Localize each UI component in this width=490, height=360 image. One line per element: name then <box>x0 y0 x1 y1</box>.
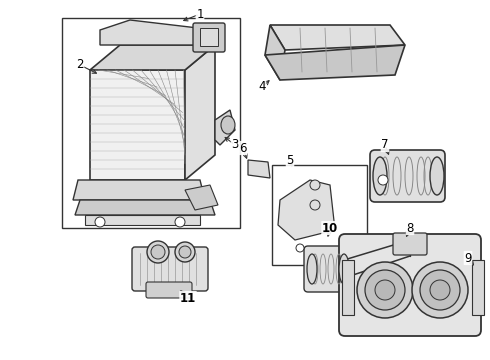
Circle shape <box>95 217 105 227</box>
Ellipse shape <box>175 242 195 262</box>
Polygon shape <box>90 45 215 70</box>
Circle shape <box>296 244 304 252</box>
Circle shape <box>365 270 405 310</box>
Circle shape <box>310 180 320 190</box>
Ellipse shape <box>430 157 444 195</box>
Polygon shape <box>90 70 185 180</box>
Polygon shape <box>85 215 200 225</box>
Bar <box>472 260 484 315</box>
Polygon shape <box>278 180 335 240</box>
FancyBboxPatch shape <box>370 150 445 202</box>
Polygon shape <box>75 200 215 215</box>
Circle shape <box>357 262 413 318</box>
Circle shape <box>310 200 320 210</box>
Text: 10: 10 <box>322 221 338 234</box>
Text: 1: 1 <box>196 8 204 21</box>
Polygon shape <box>73 180 205 200</box>
Text: 4: 4 <box>258 81 266 94</box>
Ellipse shape <box>339 254 349 284</box>
Ellipse shape <box>221 116 235 134</box>
Polygon shape <box>265 25 285 80</box>
Circle shape <box>412 262 468 318</box>
FancyBboxPatch shape <box>339 234 481 336</box>
Circle shape <box>430 280 450 300</box>
Polygon shape <box>100 20 215 45</box>
Text: 11: 11 <box>180 292 196 305</box>
Polygon shape <box>270 25 405 50</box>
Text: 2: 2 <box>76 58 84 72</box>
FancyBboxPatch shape <box>304 246 350 292</box>
Polygon shape <box>185 45 215 180</box>
Text: 6: 6 <box>239 141 247 154</box>
Bar <box>272 165 367 265</box>
Circle shape <box>378 175 388 185</box>
Ellipse shape <box>147 241 169 263</box>
Text: 3: 3 <box>231 139 239 152</box>
Text: 5: 5 <box>286 153 294 166</box>
Polygon shape <box>248 160 270 178</box>
Text: 9: 9 <box>464 252 472 265</box>
Text: 7: 7 <box>381 139 389 152</box>
Polygon shape <box>265 45 405 80</box>
Bar <box>342 260 354 315</box>
Ellipse shape <box>373 157 387 195</box>
FancyBboxPatch shape <box>193 23 225 52</box>
Ellipse shape <box>307 254 317 284</box>
Text: 8: 8 <box>406 221 414 234</box>
FancyBboxPatch shape <box>132 247 208 291</box>
Bar <box>62 18 240 228</box>
Bar <box>200 28 218 46</box>
Circle shape <box>175 217 185 227</box>
Circle shape <box>375 280 395 300</box>
Circle shape <box>420 270 460 310</box>
Ellipse shape <box>179 246 191 258</box>
Polygon shape <box>215 110 235 145</box>
FancyBboxPatch shape <box>393 233 427 255</box>
FancyBboxPatch shape <box>146 282 192 298</box>
Ellipse shape <box>151 245 165 259</box>
Polygon shape <box>185 185 218 210</box>
